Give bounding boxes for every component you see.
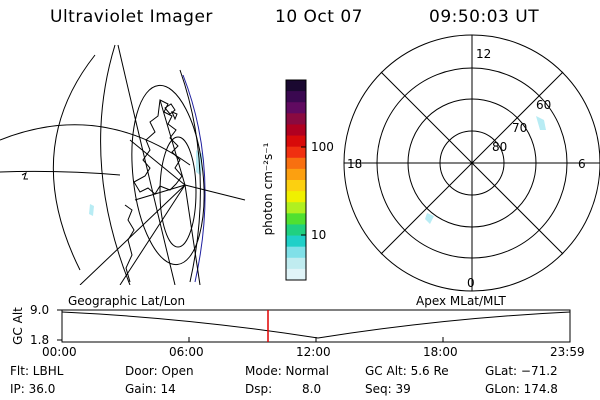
aurora-patch <box>536 116 546 130</box>
colorbar-segment <box>286 257 306 270</box>
filter-status: Flt: LBHL <box>10 364 64 378</box>
altitude-curve <box>61 311 571 339</box>
colorbar-segment <box>286 246 306 259</box>
colorbar-segment <box>286 168 306 181</box>
polar-plot <box>343 34 600 292</box>
aurora-patch <box>425 213 434 224</box>
mlat-label-80: 80 <box>492 140 508 154</box>
mlat-label-60: 60 <box>536 98 552 112</box>
gain-status: Gain: 14 <box>125 382 176 396</box>
ytick-top: 9.0 <box>30 303 50 317</box>
gc-alt-status: GC Alt: 5.6 Re <box>365 364 449 378</box>
colorbar-segment <box>286 124 306 137</box>
colorbar-segment <box>286 268 306 281</box>
window-title: Ultraviolet Imager <box>50 7 213 27</box>
dsp-label: Dsp: <box>245 382 273 396</box>
mlt-label-18: 18 <box>347 157 363 171</box>
colorbar-segment <box>286 113 306 125</box>
geographic-title: Geographic Lat/Lon <box>68 294 186 308</box>
mlat-label-70: 70 <box>512 121 528 135</box>
timeline-ylabel: GC Alt <box>11 307 25 345</box>
ytick-bottom: 1.8 <box>30 333 50 347</box>
colorbar-segment <box>286 202 306 214</box>
apex-title: Apex MLat/MLT <box>416 294 506 308</box>
colorbar-segment <box>286 180 306 192</box>
colorbar-segment <box>286 157 306 170</box>
date-label: 10 Oct 07 <box>275 7 363 27</box>
xtick-label: 12:00 <box>296 345 331 359</box>
glat-status: GLat: −71.2 <box>485 364 558 378</box>
aurora-patch <box>89 204 94 216</box>
geographic-image <box>0 44 246 285</box>
timeline-panel <box>57 309 571 343</box>
colorbar-segment <box>286 213 306 225</box>
xtick-label: 23:59 <box>550 345 585 359</box>
colorbar-segment <box>286 91 306 103</box>
colorbar-tick-label: 100 <box>311 140 334 154</box>
colorbar-frame <box>285 79 307 281</box>
mlt-label-12: 12 <box>476 47 492 61</box>
xtick-label: 18:00 <box>423 345 458 359</box>
mode-status: Mode: Normal <box>245 364 329 378</box>
xtick-label: 00:00 <box>42 345 77 359</box>
mlt-label-6: 6 <box>578 157 586 171</box>
colorbar-segment <box>286 146 306 159</box>
colorbar-segment <box>286 80 306 92</box>
seq-status: Seq: 39 <box>365 382 411 396</box>
colorbar-tick-label: 10 <box>311 228 327 242</box>
mlt-label-0: 0 <box>467 276 475 290</box>
colorbar-segment <box>286 102 306 114</box>
door-status: Door: Open <box>125 364 194 378</box>
time-label: 09:50:03 UT <box>429 7 540 27</box>
colorbar-segment <box>286 135 306 148</box>
colorbar-segment <box>286 191 306 203</box>
dsp-value: 8.0 <box>302 382 322 396</box>
colorbar <box>286 80 306 281</box>
ip-status: IP: 36.0 <box>10 382 56 396</box>
glon-status: GLon: 174.8 <box>485 382 558 396</box>
colorbar-segment <box>286 224 306 237</box>
xtick-label: 06:00 <box>169 345 204 359</box>
colorbar-segment <box>286 235 306 248</box>
colorbar-unit-label: photon cm⁻²s⁻¹ <box>261 142 275 236</box>
